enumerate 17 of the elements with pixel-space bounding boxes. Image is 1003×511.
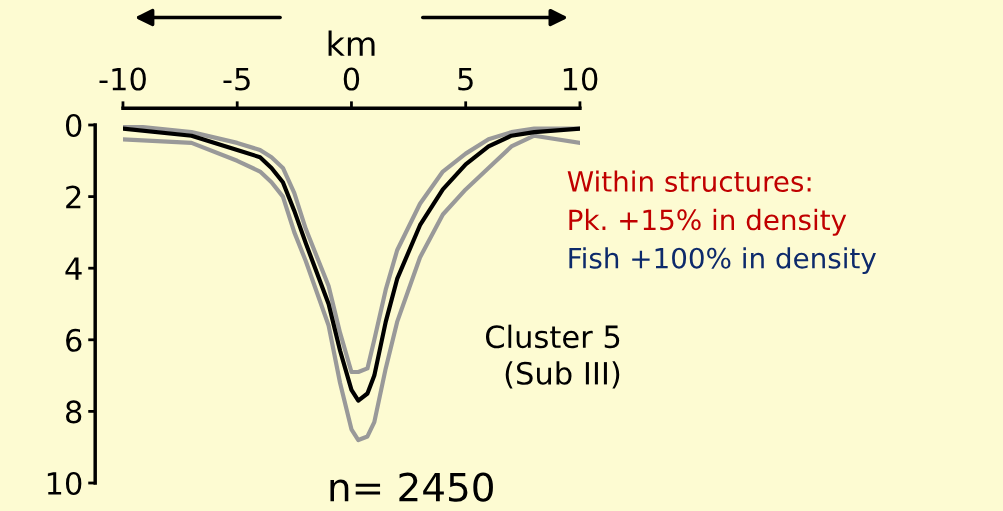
y-tick-label: 4 xyxy=(65,257,82,280)
y-tick-label: 0 xyxy=(65,113,82,138)
x-tick-label: 10 xyxy=(563,67,598,91)
annotation: Pk. +15% in density xyxy=(569,208,847,236)
annotation: n= 2450 xyxy=(330,472,493,502)
y-tick-label: 6 xyxy=(66,328,82,352)
annotation: Cluster 5 (Sub III) xyxy=(485,324,620,389)
x-tick-label: 0 xyxy=(343,67,360,91)
annotation: Within structures: xyxy=(567,170,811,193)
annotation: Fish +100% in density xyxy=(569,247,876,275)
y-tick-label: 10 xyxy=(47,471,82,496)
x-tick-label: 5 xyxy=(458,67,473,91)
y-tick-label: 8 xyxy=(66,400,82,424)
y-tick-label: 2 xyxy=(66,185,81,209)
x-tick-label: -5 xyxy=(223,67,250,91)
x-tick-label: -10 xyxy=(99,67,146,91)
x-axis-title: km xyxy=(328,30,375,56)
